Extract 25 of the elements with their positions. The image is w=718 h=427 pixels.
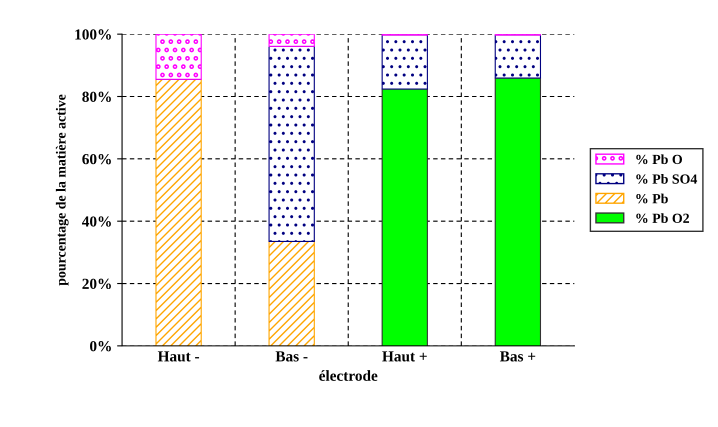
bar [155,78,202,346]
y-tick-label: 0% [90,341,111,352]
y-tick-label: 100% [75,29,111,40]
y-tick-label: 20% [82,278,111,290]
y-tick-label: 40% [82,216,111,227]
y-axis-title: pourcentage de la matière active [56,94,69,286]
y-tick-label: 80% [82,92,111,102]
y-tick-label: 60% [82,154,111,164]
x-tick-label: Haut - [158,351,200,362]
x-tick-label: Bas + [500,351,536,362]
legend-label: % Pb O [636,154,682,164]
bar [382,88,428,346]
bar [494,34,542,79]
legend-label: % Pb [636,194,668,204]
legend-label: % Pb SO4 [636,174,698,184]
bar [494,78,542,346]
bar [382,34,428,90]
bar [155,34,202,80]
legend-label: % Pb O2 [636,213,690,224]
bar [268,46,315,242]
bar [268,240,315,346]
x-tick-label: Haut + [382,351,427,362]
bar [268,34,315,47]
x-tick-label: Bas - [276,351,308,362]
x-axis-title: électrode [319,370,378,381]
